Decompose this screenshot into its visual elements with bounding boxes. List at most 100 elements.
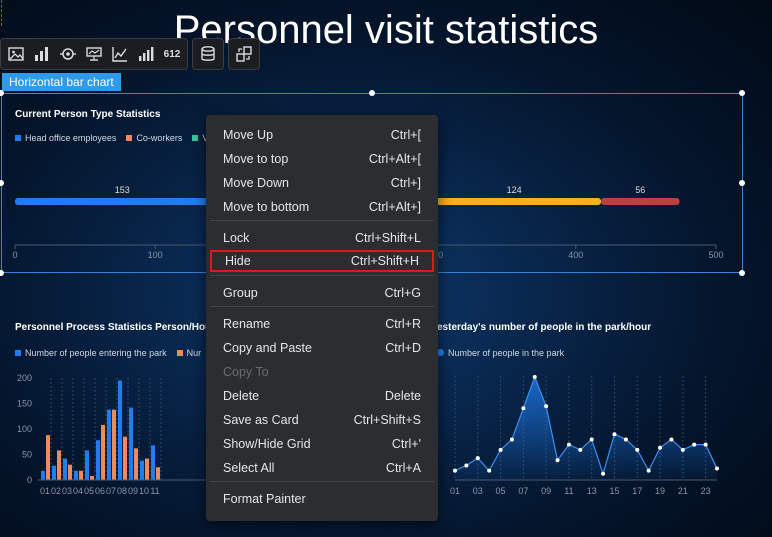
menu-item-save-as-card[interactable]: Save as Card Ctrl+Shift+S: [210, 409, 434, 431]
resize-handle-bottom-right[interactable]: [739, 270, 745, 276]
menu-item-move-down[interactable]: Move Down Ctrl+]: [210, 172, 434, 194]
bar: [151, 445, 155, 480]
line-chart-icon[interactable]: [109, 42, 131, 66]
x-tick-label: 05: [496, 486, 506, 496]
x-tick-label: 01: [450, 486, 460, 496]
bar: [46, 435, 50, 480]
x-tick-label: 09: [541, 486, 551, 496]
component-toolbar: 612: [0, 38, 260, 70]
data-point: [566, 442, 571, 447]
x-tick-label: 02: [51, 486, 61, 496]
interaction-tools-group: [228, 38, 260, 70]
menu-item-shortcut: Ctrl+Shift+H: [350, 254, 419, 268]
bar: [101, 424, 105, 480]
bar-data-label: 153: [115, 185, 130, 195]
bar-chart-icon[interactable]: [31, 42, 53, 66]
y-tick-label: 0: [27, 475, 32, 485]
data-point: [464, 463, 469, 468]
resize-handle-bottom-left[interactable]: [0, 270, 4, 276]
bar: [68, 464, 72, 480]
legend-item[interactable]: Number of people in the park: [437, 348, 564, 358]
bar: [156, 467, 160, 480]
menu-item-format-painter[interactable]: Format Painter: [210, 488, 434, 510]
menu-item-lock[interactable]: Lock Ctrl+Shift+L: [210, 227, 434, 249]
chart-tools-group: 612: [0, 38, 188, 70]
series-line: [454, 375, 718, 476]
menu-separator: [210, 220, 434, 221]
number-icon[interactable]: 612: [161, 42, 183, 66]
legend-item[interactable]: Head office employees: [15, 133, 116, 143]
image-icon[interactable]: [5, 42, 27, 66]
resize-handle-top-mid[interactable]: [369, 90, 375, 96]
resize-handle-mid-left[interactable]: [0, 180, 4, 186]
x-tick-label: 08: [117, 486, 127, 496]
menu-item-shortcut: Ctrl+]: [390, 176, 421, 190]
legend-item[interactable]: Co-workers: [126, 133, 182, 143]
menu-item-label: Hide: [225, 254, 251, 268]
bar: [74, 470, 78, 480]
menu-item-shortcut: Ctrl+D: [385, 341, 421, 355]
menu-item-shortcut: Delete: [384, 389, 421, 403]
menu-item-move-to-top[interactable]: Move to top Ctrl+Alt+[: [210, 148, 434, 170]
bar: [52, 465, 56, 480]
resize-handle-top-right[interactable]: [739, 90, 745, 96]
bottom-left-chart-title: Personnel Process Statistics Person/Hour: [15, 322, 216, 333]
menu-item-copy-and-paste[interactable]: Copy and Paste Ctrl+D: [210, 337, 434, 359]
menu-item-label: Delete: [223, 389, 260, 403]
resize-handle-mid-right[interactable]: [739, 180, 745, 186]
data-point: [623, 437, 628, 442]
menu-item-move-up[interactable]: Move Up Ctrl+[: [210, 124, 434, 146]
x-tick-label: 03: [473, 486, 483, 496]
legend-label: Number of people in the park: [448, 348, 565, 358]
legend-item[interactable]: Number of people entering the park: [15, 348, 167, 358]
stepped-bar-icon[interactable]: [135, 42, 157, 66]
bar: [41, 470, 45, 480]
data-point: [578, 447, 583, 452]
menu-item-shortcut: Ctrl+Alt+]: [368, 200, 421, 214]
screen-icon[interactable]: [83, 42, 105, 66]
process-bar-chart[interactable]: 0 50 100 150 200 01 02 03 04 05 06 07 08 09 10 11: [0, 370, 210, 500]
menu-item-rename[interactable]: Rename Ctrl+R: [210, 313, 434, 335]
top-chart-title: Current Person Type Statistics: [15, 109, 161, 120]
bar-data-label: 56: [635, 185, 645, 195]
menu-item-hide[interactable]: Hide Ctrl+Shift+H: [210, 250, 434, 272]
menu-item-shortcut: Ctrl+[: [390, 128, 421, 142]
menu-item-label: Group: [223, 286, 258, 300]
x-tick-label: 15: [609, 486, 619, 496]
target-icon[interactable]: [57, 42, 79, 66]
x-tick-label: 01: [40, 486, 50, 496]
swap-icon[interactable]: [233, 42, 255, 66]
legend-label: Number of people entering the park: [25, 348, 167, 358]
data-point: [703, 442, 708, 447]
menu-item-shortcut: Ctrl+Alt+[: [368, 152, 421, 166]
bar-segment: [427, 198, 602, 205]
bar: [79, 470, 83, 480]
data-point: [475, 456, 480, 461]
menu-item-select-all[interactable]: Select All Ctrl+A: [210, 457, 434, 479]
menu-item-show-hide-grid[interactable]: Show/Hide Grid Ctrl+': [210, 433, 434, 455]
x-tick-label: 05: [84, 486, 94, 496]
legend-label: V: [202, 133, 208, 143]
menu-item-group[interactable]: Group Ctrl+G: [210, 282, 434, 304]
data-point: [601, 471, 606, 476]
menu-item-delete[interactable]: Delete Delete: [210, 385, 434, 407]
resize-handle-top-left[interactable]: [0, 90, 4, 96]
database-icon[interactable]: [197, 42, 219, 66]
data-point: [680, 447, 685, 452]
x-tick-label: 07: [518, 486, 528, 496]
legend-item[interactable]: V: [192, 133, 208, 143]
legend-item[interactable]: Nur: [176, 348, 201, 358]
data-point: [612, 432, 617, 437]
data-tools-group: [192, 38, 224, 70]
menu-item-shortcut: Ctrl+A: [385, 461, 421, 475]
x-tick-label: 500: [708, 250, 723, 260]
selected-component-tag: Horizontal bar chart: [2, 73, 121, 91]
data-point: [658, 445, 663, 450]
park-people-area-chart[interactable]: 01 03 05 07 09 11 13 15 17 19 21 23: [438, 370, 768, 500]
menu-item-label: Copy To: [223, 365, 269, 379]
menu-item-move-to-bottom[interactable]: Move to bottom Ctrl+Alt+]: [210, 196, 434, 218]
menu-separator: [210, 306, 434, 307]
menu-item-label: Copy and Paste: [223, 341, 312, 355]
horizontal-bar-chart[interactable]: 153124560100500400500: [0, 180, 740, 270]
y-tick-label: 200: [17, 373, 32, 383]
